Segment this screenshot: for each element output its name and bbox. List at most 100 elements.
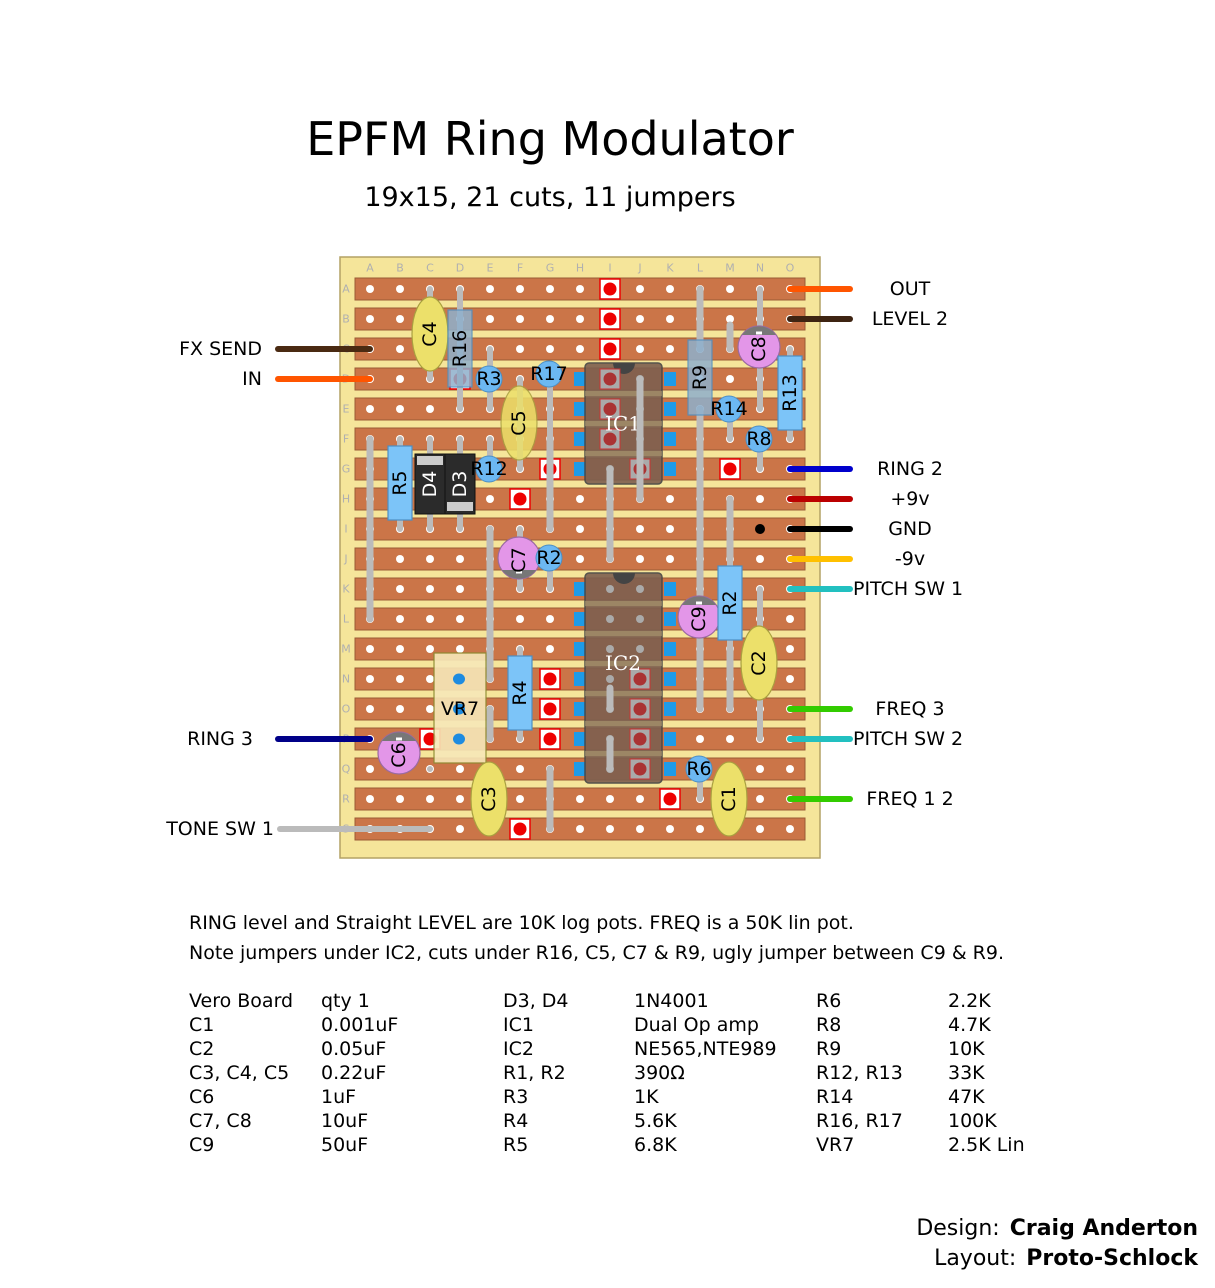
- hole: [396, 795, 404, 803]
- hole: [396, 645, 404, 653]
- polarity-band: [742, 326, 776, 335]
- resistor-R14: [715, 395, 743, 423]
- hole: [636, 795, 644, 803]
- hole: [396, 555, 404, 563]
- bom-value: 1uF: [321, 1086, 357, 1108]
- hole: [636, 345, 644, 353]
- track-cut-mark: [603, 282, 617, 296]
- hole: [366, 705, 374, 713]
- hole: [546, 645, 554, 653]
- resistor-R17: [535, 360, 563, 388]
- hole: [606, 825, 614, 833]
- hole: [366, 765, 374, 773]
- hole: [516, 795, 524, 803]
- bom-value: 10uF: [321, 1110, 369, 1132]
- ic-IC1: IC1: [574, 362, 676, 485]
- wire-label: PITCH SW 2: [853, 728, 963, 750]
- hole: [486, 285, 494, 293]
- layout-label: Layout:: [934, 1246, 1017, 1271]
- bom-part: Vero Board: [189, 990, 294, 1012]
- note-line: RING level and Straight LEVEL are 10K lo…: [189, 912, 854, 934]
- hole: [666, 285, 674, 293]
- trimmer-pin: [453, 673, 465, 685]
- design-label: Design:: [916, 1216, 1000, 1241]
- hole: [546, 285, 554, 293]
- trimmer-label: VR7: [441, 698, 479, 720]
- ic-pin: [574, 432, 586, 446]
- column-label: I: [608, 262, 611, 275]
- hole: [516, 615, 524, 623]
- hole: [636, 825, 644, 833]
- hole: [666, 345, 674, 353]
- capacitor-C2: [740, 625, 778, 701]
- resistor-R16: R16: [447, 309, 473, 388]
- wire-label: +9v: [890, 488, 929, 510]
- ic-pin: [664, 372, 676, 386]
- resistor-R9: R9: [687, 339, 713, 416]
- hole: [516, 315, 524, 323]
- bom-value: 4.7K: [948, 1014, 991, 1036]
- row-label: A: [342, 283, 350, 296]
- hole: [576, 285, 584, 293]
- hole: [396, 285, 404, 293]
- trimmer-pin: [453, 733, 465, 745]
- capacitor-label: C6: [388, 742, 410, 767]
- bom-part: R16, R17: [816, 1110, 903, 1132]
- track-cut-mark: [543, 702, 557, 716]
- hole: [666, 315, 674, 323]
- hole: [696, 735, 704, 743]
- diode-label: D4: [419, 471, 441, 498]
- ic-notch: [613, 573, 635, 584]
- track-cut-mark: [513, 492, 527, 506]
- trimmer-pin: [453, 703, 465, 715]
- hole: [396, 315, 404, 323]
- hole: [636, 555, 644, 563]
- diode-band: [447, 502, 473, 511]
- bom-value: 10K: [948, 1038, 985, 1060]
- hole: [456, 555, 464, 563]
- ic-hole: [636, 645, 644, 653]
- ic-pin: [574, 762, 586, 776]
- ic-pin: [664, 612, 676, 626]
- track-cut-mark: [633, 762, 647, 776]
- column-label: J: [637, 262, 641, 275]
- wire-label: RING 3: [187, 728, 253, 750]
- track-cut-mark: [603, 342, 617, 356]
- hole: [486, 315, 494, 323]
- resistor-body: [447, 309, 473, 388]
- row-label: J: [343, 553, 347, 566]
- ic-pin: [664, 672, 676, 686]
- hole: [576, 555, 584, 563]
- bom-part: R14: [816, 1086, 854, 1108]
- resistor-label: R5: [389, 470, 411, 495]
- row-label: N: [342, 673, 350, 686]
- hole: [756, 555, 764, 563]
- polarity-mark: [756, 331, 762, 335]
- bom-value: 0.05uF: [321, 1038, 387, 1060]
- hole: [426, 615, 434, 623]
- resistor-body: [687, 339, 713, 416]
- row-label: K: [342, 583, 350, 596]
- hole: [366, 675, 374, 683]
- hole: [396, 585, 404, 593]
- capacitor-label: C5: [508, 410, 530, 435]
- bom-part: R4: [503, 1110, 529, 1132]
- hole: [636, 525, 644, 533]
- row-label: B: [342, 313, 350, 326]
- row-label: G: [342, 463, 351, 476]
- bom-part: C6: [189, 1086, 215, 1108]
- column-label: F: [517, 262, 523, 275]
- track-cut-mark: [603, 372, 617, 386]
- ic-pin: [664, 432, 676, 446]
- ic-hole: [606, 585, 614, 593]
- gnd-point: [755, 524, 765, 534]
- ic-hole: [636, 615, 644, 623]
- hole: [396, 615, 404, 623]
- resistor-R6: [685, 755, 713, 783]
- hole: [396, 345, 404, 353]
- hole: [576, 795, 584, 803]
- hole: [546, 315, 554, 323]
- resistor-R8: [745, 425, 773, 453]
- hole: [786, 615, 794, 623]
- column-label: L: [697, 262, 704, 275]
